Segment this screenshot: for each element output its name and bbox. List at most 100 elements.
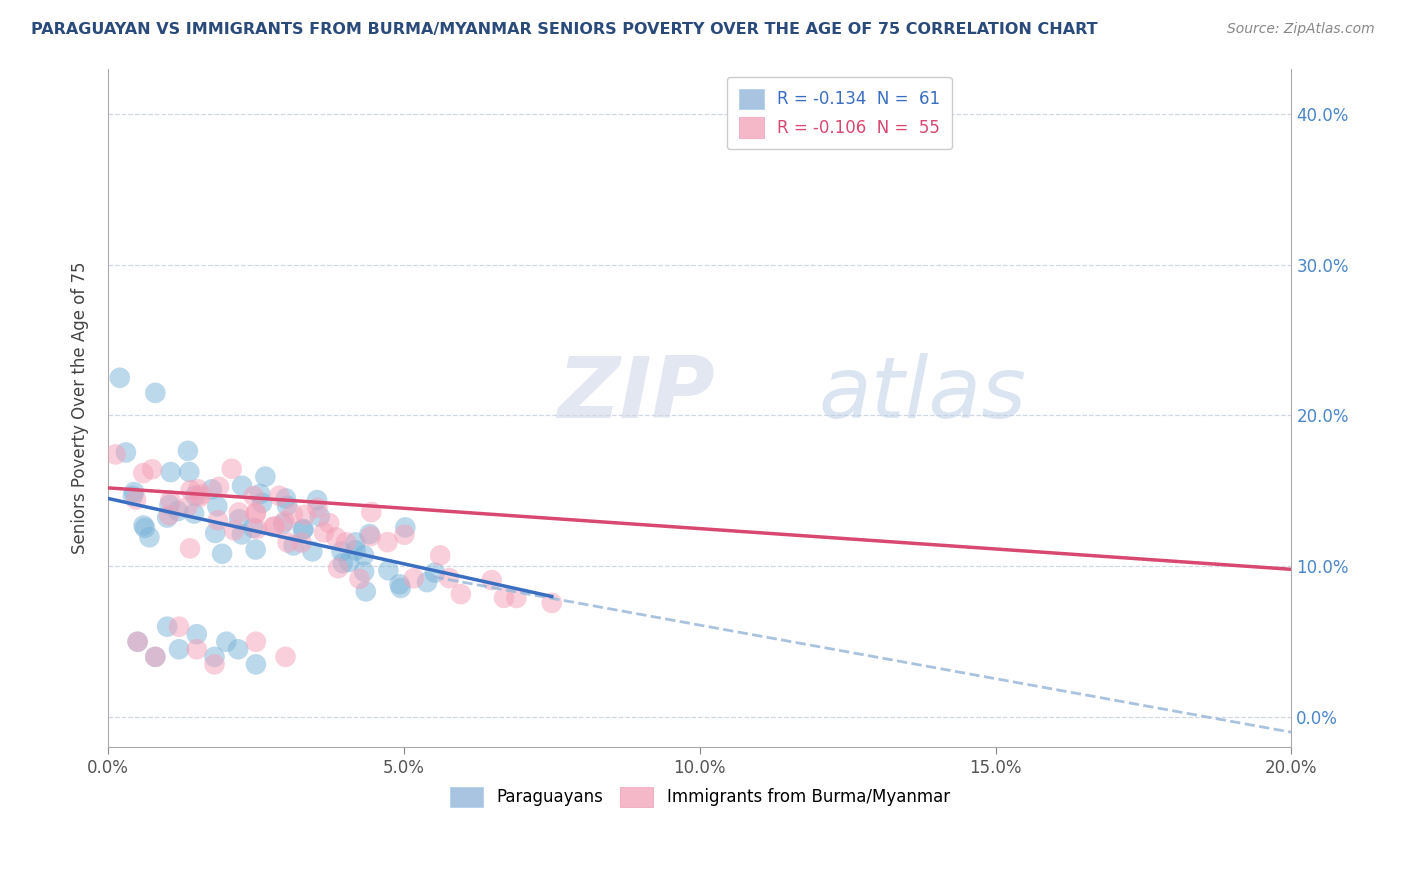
Point <box>330 544 353 558</box>
Point <box>492 591 515 605</box>
Point <box>353 565 375 579</box>
Point <box>291 535 314 549</box>
Point <box>159 493 181 508</box>
Point <box>242 521 264 535</box>
Point <box>143 385 166 400</box>
Point <box>281 507 304 521</box>
Point <box>245 542 267 557</box>
Point <box>308 509 330 524</box>
Y-axis label: Seniors Poverty Over the Age of 75: Seniors Poverty Over the Age of 75 <box>72 261 89 554</box>
Point <box>359 527 381 541</box>
Point <box>156 510 179 524</box>
Point <box>332 556 354 570</box>
Point <box>318 516 340 530</box>
Point <box>190 488 212 502</box>
Point <box>201 483 224 497</box>
Point <box>291 523 314 537</box>
Point <box>245 507 267 521</box>
Point <box>242 489 264 503</box>
Point <box>271 516 294 531</box>
Point <box>245 506 267 520</box>
Point <box>157 498 180 512</box>
Point <box>423 566 446 580</box>
Point <box>159 465 181 479</box>
Point <box>450 587 472 601</box>
Point <box>439 571 461 585</box>
Point <box>183 507 205 521</box>
Point <box>167 642 190 657</box>
Point <box>360 505 382 519</box>
Point <box>127 634 149 648</box>
Point <box>207 513 229 527</box>
Point <box>179 541 201 556</box>
Point <box>221 462 243 476</box>
Point <box>307 493 329 508</box>
Point <box>141 462 163 476</box>
Point <box>349 572 371 586</box>
Point <box>127 634 149 648</box>
Point <box>167 620 190 634</box>
Point <box>211 547 233 561</box>
Point <box>180 483 202 498</box>
Point <box>353 549 375 563</box>
Point <box>337 555 360 569</box>
Point <box>177 443 200 458</box>
Point <box>249 487 271 501</box>
Point <box>167 504 190 518</box>
Point <box>254 469 277 483</box>
Point <box>388 577 411 591</box>
Legend: Paraguayans, Immigrants from Burma/Myanmar: Paraguayans, Immigrants from Burma/Myanm… <box>443 780 956 814</box>
Point <box>187 483 209 497</box>
Point <box>394 527 416 541</box>
Point <box>335 535 357 549</box>
Point <box>204 526 226 541</box>
Point <box>394 520 416 534</box>
Point <box>132 518 155 533</box>
Point <box>245 634 267 648</box>
Point <box>481 573 503 587</box>
Text: atlas: atlas <box>818 353 1026 436</box>
Point <box>294 508 316 522</box>
Text: Source: ZipAtlas.com: Source: ZipAtlas.com <box>1227 22 1375 37</box>
Point <box>377 563 399 577</box>
Point <box>104 447 127 461</box>
Point <box>354 584 377 599</box>
Point <box>125 492 148 507</box>
Point <box>231 479 253 493</box>
Point <box>416 575 439 590</box>
Point <box>186 627 208 641</box>
Point <box>132 466 155 480</box>
Point <box>250 496 273 510</box>
Point <box>277 535 299 549</box>
Point <box>156 620 179 634</box>
Point <box>186 642 208 657</box>
Point <box>344 535 367 549</box>
Point <box>122 489 145 503</box>
Point <box>179 465 201 479</box>
Point <box>138 530 160 544</box>
Point <box>273 514 295 528</box>
Point <box>224 524 246 538</box>
Point <box>312 525 335 540</box>
Point <box>228 512 250 526</box>
Point <box>204 657 226 672</box>
Point <box>540 596 562 610</box>
Point <box>231 527 253 541</box>
Point <box>505 591 527 605</box>
Point <box>184 489 207 503</box>
Point <box>360 529 382 543</box>
Point <box>269 489 291 503</box>
Text: ZIP: ZIP <box>558 353 716 436</box>
Point <box>307 500 329 515</box>
Point <box>108 370 131 384</box>
Point <box>143 649 166 664</box>
Point <box>208 480 231 494</box>
Point <box>122 485 145 500</box>
Point <box>215 634 238 648</box>
Point <box>377 535 399 549</box>
Point <box>228 506 250 520</box>
Point <box>292 522 315 536</box>
Point <box>143 649 166 664</box>
Point <box>134 521 156 535</box>
Point <box>262 520 284 534</box>
